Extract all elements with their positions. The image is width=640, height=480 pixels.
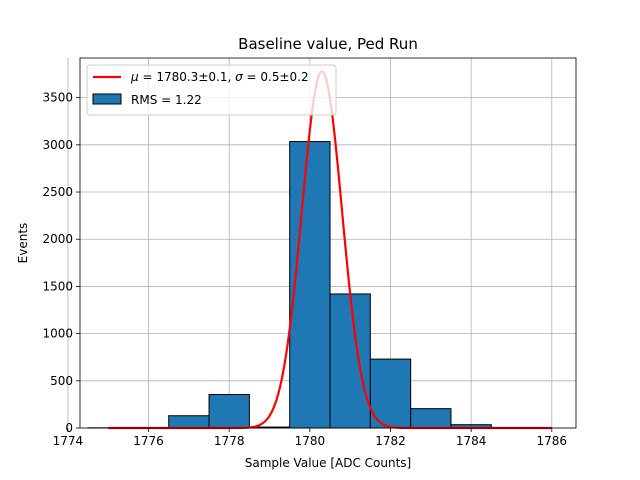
x-tick-label: 1782 xyxy=(375,434,406,448)
plot-frame xyxy=(79,57,577,429)
legend-mu-value: = 1780.3±0.1, xyxy=(139,70,235,84)
x-tick-label: 1776 xyxy=(133,434,164,448)
histogram-bar xyxy=(329,293,371,429)
histogram-bar xyxy=(168,415,210,429)
y-axis-label: Events xyxy=(16,223,30,264)
histogram-bar xyxy=(410,408,452,429)
legend: μ = 1780.3±0.1, σ = 0.5±0.2 RMS = 1.22 xyxy=(86,64,337,116)
x-axis-ticks: 1774 1776 1778 1780 1782 1784 1786 xyxy=(53,428,567,448)
chart-title: Baseline value, Ped Run xyxy=(238,35,418,53)
histogram-bar xyxy=(208,393,250,429)
legend-histogram-swatch xyxy=(92,93,122,105)
x-tick-label: 1778 xyxy=(214,434,245,448)
legend-mu-symbol: μ xyxy=(130,70,139,84)
y-tick-label: 2500 xyxy=(42,185,73,199)
legend-sigma-symbol: σ xyxy=(235,70,243,84)
legend-histogram-label: RMS = 1.22 xyxy=(131,93,202,107)
x-tick-label: 1784 xyxy=(456,434,487,448)
legend-sigma-value: = 0.5±0.2 xyxy=(243,70,309,84)
x-tick-label: 1774 xyxy=(53,434,84,448)
y-tick-label: 500 xyxy=(50,374,73,388)
y-tick-label: 2000 xyxy=(42,232,73,246)
y-tick-label: 3500 xyxy=(42,91,73,105)
legend-box xyxy=(86,64,337,116)
y-tick-label: 0 xyxy=(65,421,73,435)
y-tick-label: 3000 xyxy=(42,138,73,152)
y-axis-ticks: 0 500 1000 1500 2000 2500 3000 3500 xyxy=(42,91,80,435)
x-tick-label: 1780 xyxy=(295,434,326,448)
legend-fit-label: μ = 1780.3±0.1, σ = 0.5±0.2 xyxy=(130,70,309,84)
x-tick-label: 1786 xyxy=(537,434,568,448)
y-tick-label: 1500 xyxy=(42,279,73,293)
x-axis-label: Sample Value [ADC Counts] xyxy=(245,456,411,470)
y-tick-label: 1000 xyxy=(42,327,73,341)
histogram-bar xyxy=(289,141,331,429)
histogram-bar xyxy=(369,358,412,429)
